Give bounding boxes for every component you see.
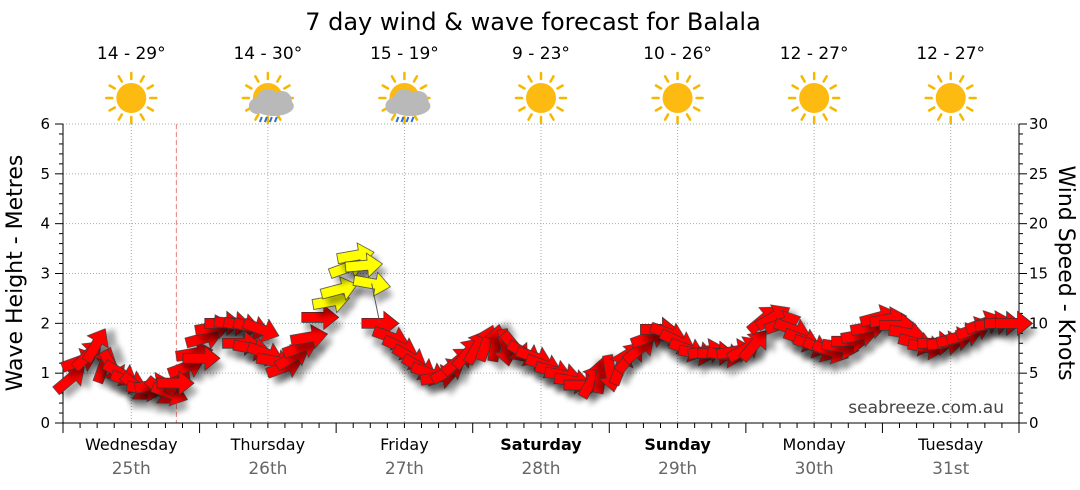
wind-arrow — [319, 276, 358, 301]
day-name: Thursday — [230, 435, 305, 454]
sun-icon — [924, 71, 977, 125]
sun-cloud-rain-icon — [241, 71, 295, 125]
day-name: Saturday — [500, 435, 582, 454]
sun-icon — [787, 71, 841, 125]
day-name: Friday — [380, 435, 429, 454]
left-tick-label: 1 — [40, 364, 50, 382]
left-tick-label: 3 — [40, 265, 50, 283]
wind-arrow — [738, 330, 767, 363]
day-column-monday: 12 - 27° Monday 30th — [780, 44, 849, 479]
sun-icon — [105, 71, 158, 125]
wind-arrow — [289, 324, 329, 350]
watermark: seabreeze.com.au — [848, 398, 1004, 418]
day-temperature: 12 - 27° — [780, 44, 849, 64]
wind-arrow — [182, 345, 221, 371]
axes: 0 1 2 3 4 5 6 0 5 10 15 20 25 30 — [40, 115, 1048, 433]
left-tick-label: 4 — [40, 215, 50, 233]
day-name: Wednesday — [85, 435, 178, 454]
sun-icon — [514, 71, 568, 125]
left-tick-label: 2 — [40, 314, 50, 332]
day-column-tuesday: 12 - 27° Tuesday 31st — [916, 44, 985, 479]
left-tick-label: 6 — [40, 115, 50, 133]
right-tick-label: 15 — [1029, 265, 1048, 283]
wind-arrow — [81, 328, 109, 364]
right-tick-label: 20 — [1029, 215, 1048, 233]
day-column-friday: 15 - 19° Friday 27th — [370, 44, 439, 479]
wind-arrow — [301, 304, 340, 331]
wind-arrow — [156, 370, 195, 396]
right-tick-label: 0 — [1029, 414, 1039, 432]
wind-arrow — [241, 318, 280, 343]
day-date: 27th — [385, 459, 424, 479]
right-tick-label: 30 — [1029, 115, 1048, 133]
right-axis-label: Wind Speed - Knots — [1053, 165, 1078, 380]
day-temperature: 10 - 26° — [643, 44, 712, 64]
left-tick-label: 5 — [40, 165, 50, 183]
day-date: 31st — [932, 459, 969, 479]
day-date: 30th — [795, 459, 834, 479]
right-tick-label: 25 — [1029, 165, 1048, 183]
left-tick-label: 0 — [40, 414, 50, 432]
wind-arrow — [995, 310, 1034, 337]
day-temperature: 15 - 19° — [370, 44, 439, 64]
day-date: 28th — [521, 459, 560, 479]
day-column-wednesday: 14 - 29° Wednesday 25th — [85, 44, 178, 479]
sun-cloud-rain-icon — [378, 71, 431, 125]
wind-leader-line — [371, 283, 381, 324]
day-column-sunday: 10 - 26° Sunday 29th — [643, 44, 712, 479]
day-date: 26th — [248, 459, 287, 479]
day-column-saturday: 9 - 23° Saturday 28th — [500, 44, 582, 479]
day-headers: 14 - 29° Wednesday 25th 14 - 30° Thursday 26t… — [85, 44, 985, 479]
wind-arrow — [344, 252, 383, 278]
right-tick-label: 5 — [1029, 364, 1039, 382]
wind-arrow — [361, 310, 400, 337]
chart-title: 7 day wind & wave forecast for Balala — [305, 8, 761, 36]
day-temperature: 14 - 29° — [97, 44, 166, 64]
day-date: 25th — [112, 459, 151, 479]
day-name: Tuesday — [917, 435, 983, 454]
day-temperature: 12 - 27° — [916, 44, 985, 64]
sun-icon — [651, 71, 704, 125]
day-temperature: 14 - 30° — [233, 44, 302, 64]
day-temperature: 9 - 23° — [512, 44, 570, 64]
wind-arrows — [52, 242, 1034, 407]
day-name: Sunday — [644, 435, 711, 454]
grid — [63, 123, 1019, 423]
day-date: 29th — [658, 459, 697, 479]
day-column-thursday: 14 - 30° Thursday 26th — [230, 44, 305, 479]
day-name: Monday — [783, 435, 846, 454]
left-axis-label: Wave Height - Metres — [3, 155, 28, 392]
right-tick-label: 10 — [1029, 314, 1048, 332]
wind-arrow — [52, 366, 85, 396]
